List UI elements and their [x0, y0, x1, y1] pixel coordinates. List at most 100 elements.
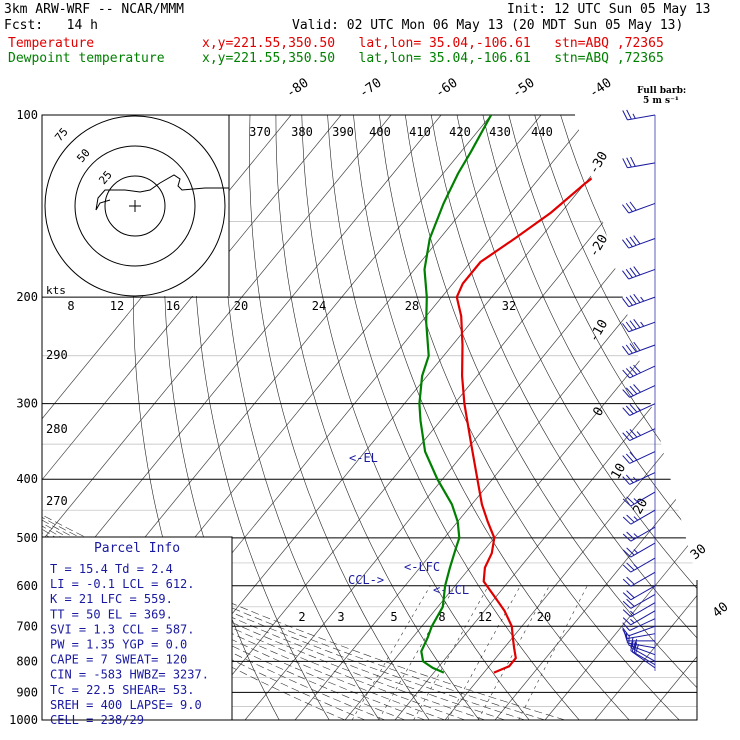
pressure-tick-label: 100: [16, 108, 38, 122]
dry-adiabat-line: [327, 115, 591, 720]
barb-key-line2: 5 m s⁻¹: [643, 96, 679, 106]
hodograph-ring: [74, 145, 196, 267]
dry-adiabat-line: [249, 115, 439, 720]
wind-barb-half-flag: [633, 516, 639, 521]
parcel-info-row: K = 21 LFC = 559.: [50, 592, 173, 606]
hodograph-ring: [44, 115, 226, 297]
mixing-ratio-label: 12: [478, 610, 492, 624]
wind-barb-flag: [622, 498, 632, 507]
wind-barb-staff: [628, 344, 656, 356]
isotherm-line: [294, 115, 697, 720]
isotherm-line: [544, 115, 697, 720]
dry-adiabat-line: [379, 115, 693, 720]
wind-barb-flag: [622, 110, 628, 121]
level-marker-label: <-LCL: [433, 583, 469, 597]
wind-barb-half-flag: [633, 498, 639, 503]
wind-barb-staff: [630, 593, 656, 609]
wind-barb-half-flag: [633, 564, 639, 569]
wind-barb-flag: [622, 627, 630, 637]
mixing-ratio-label: 20: [537, 610, 551, 624]
isotherm-line: [494, 115, 697, 720]
wind-barb-flag: [625, 321, 633, 331]
wind-barb-half-flag: [633, 533, 639, 538]
wind-barb-flag: [622, 617, 632, 626]
theta-label: 410: [409, 125, 431, 139]
level-marker-label: <-LFC: [404, 560, 440, 574]
parcel-info-row: CELL = 238/29: [50, 713, 144, 727]
wind-barb-flag: [622, 239, 630, 249]
wind-barb-staff: [630, 526, 656, 542]
isotherm-label: -30: [586, 149, 611, 177]
wind-barb-flag: [622, 609, 632, 618]
wind-barb-flag: [633, 318, 641, 328]
wind-barb-flag: [625, 368, 634, 377]
wind-barb-staff: [630, 542, 656, 558]
wind-barb-staff: [628, 268, 656, 280]
barb-key-line1: Full barb:: [637, 86, 687, 96]
wind-barb-staff: [630, 509, 656, 525]
wind-barb-flag: [622, 622, 630, 631]
isotherm-line: [42, 115, 342, 720]
wind-barb-flag: [622, 407, 630, 416]
wind-barb-half-flag: [633, 549, 639, 554]
wind-barb-flag: [625, 202, 633, 212]
pressure-tick-label: 200: [16, 290, 38, 304]
wind-barb-flag: [622, 369, 630, 379]
wind-barb-flag: [634, 644, 640, 655]
wind-barb-flag: [622, 204, 630, 214]
theta-label: 390: [332, 125, 354, 139]
wind-barb-flag: [629, 320, 637, 330]
parcel-info-row: Tc = 22.5 SHEAR= 53.: [50, 683, 195, 697]
isotherm-label: 10: [608, 461, 629, 482]
pressure-tick-label: 1000: [9, 713, 38, 727]
dry-adiabat-line: [716, 115, 740, 733]
init-time: Init: 12 UTC Sun 05 May 13: [507, 2, 711, 17]
isotherm-label: 0: [590, 405, 607, 419]
wind-barb-flag: [622, 592, 632, 601]
parcel-info-row: TT = 50 EL = 369.: [50, 607, 173, 621]
wind-barb-flag: [622, 345, 630, 355]
wind-barb-flag: [622, 564, 632, 573]
theta-side-label: 280: [46, 422, 68, 436]
theta-label: 440: [531, 125, 553, 139]
wind-barb-flag: [622, 432, 630, 441]
wind-barb-flag: [629, 403, 638, 413]
wind-barb-flag: [626, 598, 635, 607]
mixing-ratio-line: [351, 585, 431, 720]
wind-barb-half-flag: [632, 113, 636, 119]
pressure-tick-label: 500: [16, 531, 38, 545]
dry-adiabat-line: [405, 115, 697, 720]
wind-barb-flag: [625, 405, 634, 415]
wind-barb-flag: [629, 201, 637, 211]
wind-barb-staff: [627, 162, 656, 169]
dry-adiabat-line: [430, 115, 697, 720]
dry-adiabat-line: [663, 115, 697, 720]
temperature-legend-label: Temperature: [8, 36, 95, 51]
dry-adiabat-line: [221, 115, 388, 720]
pressure-tick-label: 900: [16, 685, 38, 699]
wind-barb-flag: [625, 296, 633, 306]
parcel-info-row: CIN = -583 HWBZ= 3237.: [50, 668, 209, 682]
wind-barb-layer: [622, 109, 656, 672]
isotherm-line: [394, 115, 697, 720]
wind-barb-flag: [622, 389, 630, 398]
isotherm-label: 30: [688, 542, 710, 564]
wind-barb-flag: [626, 531, 635, 540]
wind-barb-staff: [629, 428, 656, 441]
theta-label: 370: [249, 125, 271, 139]
pressure-tick-label: 300: [16, 397, 38, 411]
moist-adiabat-line: [42, 296, 486, 720]
wind-barb-flag: [622, 516, 632, 525]
pressure-tick-label: 400: [16, 472, 38, 486]
wind-barb-flag: [633, 235, 641, 245]
wind-barb-flag: [626, 547, 635, 556]
wind-barb-staff: [629, 451, 656, 464]
parcel-info-row: LI = -0.1 LCL = 612.: [50, 577, 195, 591]
theta-e-label: 12: [110, 299, 124, 313]
parcel-info-title: Parcel Info: [94, 541, 180, 556]
wind-barb-flag: [625, 474, 634, 484]
wind-barb-staff: [630, 646, 656, 662]
wind-barb-staff: [629, 385, 656, 398]
